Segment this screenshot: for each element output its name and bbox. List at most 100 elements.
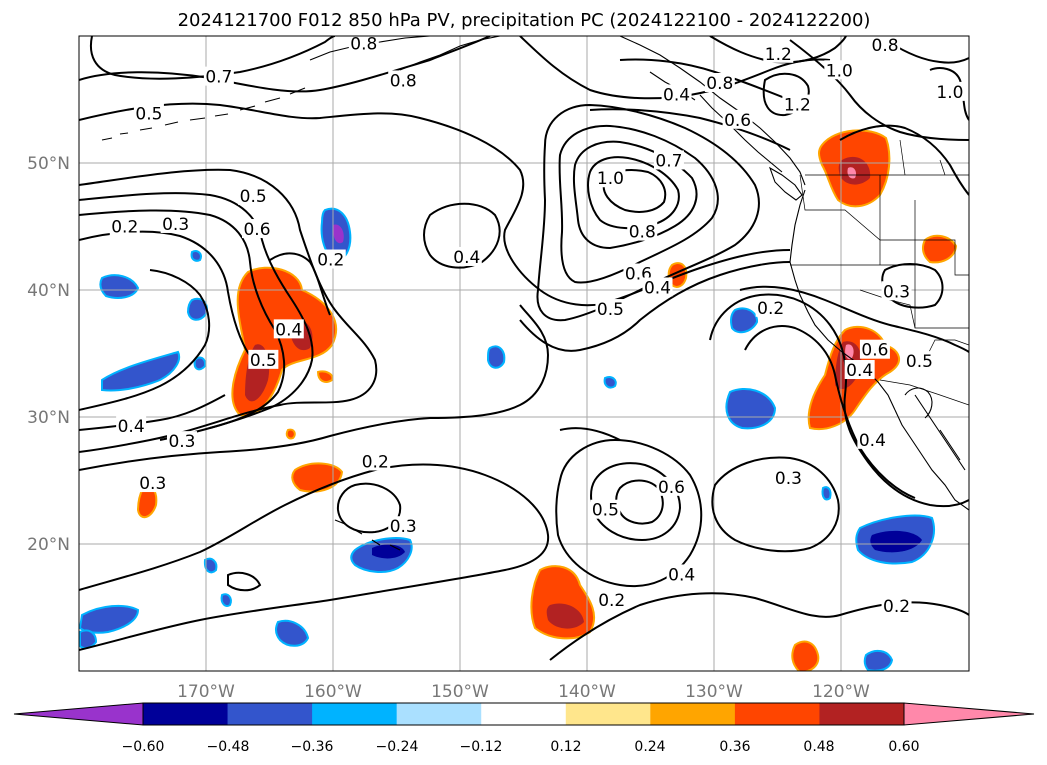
pv-contour bbox=[619, 58, 791, 101]
contour-label-background bbox=[755, 297, 786, 317]
contour-label: 1.0 bbox=[826, 61, 853, 81]
precip-blob-pnw-pink bbox=[847, 167, 857, 179]
colorbar-segment bbox=[143, 703, 229, 725]
pv-contour bbox=[839, 124, 969, 196]
contour-label-background bbox=[859, 339, 890, 359]
coastline-aleutians bbox=[101, 87, 306, 141]
contour-label-background bbox=[360, 451, 391, 471]
colorbar-segment bbox=[227, 703, 313, 725]
contour-label: 0.3 bbox=[883, 282, 910, 302]
precip-blob-mid-a bbox=[667, 262, 688, 288]
precip-neg-blob-east-4 bbox=[863, 649, 894, 671]
precip-neg-blob-small-2 bbox=[190, 250, 202, 262]
contour-label-background bbox=[666, 564, 697, 584]
contour-label: 1.2 bbox=[784, 96, 811, 116]
pv-contour bbox=[536, 103, 760, 322]
contour-label: 1.2 bbox=[765, 45, 792, 65]
contour-label: 0.8 bbox=[350, 35, 377, 55]
lat-tick-label: 30°N bbox=[27, 408, 70, 428]
contour-label-background bbox=[388, 70, 419, 90]
pv-contour bbox=[79, 269, 211, 411]
colorbar-segment bbox=[565, 703, 651, 725]
contour-label-background bbox=[934, 81, 965, 101]
precip-neg-blob-west-south bbox=[101, 350, 180, 392]
contour-label: 0.4 bbox=[663, 85, 690, 105]
pv-contour bbox=[589, 108, 791, 151]
lon-tick-label: 160°W bbox=[304, 682, 362, 702]
precip-neg-blob-sw-5 bbox=[203, 557, 218, 574]
contour-label: 0.4 bbox=[118, 417, 145, 437]
coastline-gulf-california bbox=[904, 387, 961, 461]
pv-contour bbox=[929, 67, 969, 121]
contour-label-background bbox=[642, 277, 673, 297]
precip-neg-blob-sw-4 bbox=[220, 593, 232, 607]
contour-label-background bbox=[595, 299, 626, 319]
contour-label-background bbox=[627, 221, 658, 241]
colorbar-max-extension bbox=[904, 703, 1034, 725]
lon-tick-label: 130°W bbox=[685, 682, 743, 702]
contour-label-background bbox=[109, 216, 140, 236]
border-canada-provinces bbox=[899, 139, 946, 176]
contour-label-background bbox=[870, 36, 901, 54]
lat-tick-label: 50°N bbox=[27, 154, 70, 174]
contour-label-background bbox=[116, 415, 147, 435]
gridlines bbox=[79, 36, 969, 671]
contour-label-background bbox=[881, 281, 912, 301]
contour-label-background bbox=[238, 186, 269, 206]
pv-contour bbox=[744, 325, 916, 499]
contour-label: 0.6 bbox=[658, 478, 685, 498]
pv-contour bbox=[79, 304, 550, 471]
lon-tick-label: 150°W bbox=[431, 682, 489, 702]
contour-label-background bbox=[653, 150, 684, 170]
coastline-alaska-panhandle bbox=[619, 36, 806, 186]
colorbar-tick-label: −0.60 bbox=[122, 739, 165, 755]
contour-label-background bbox=[596, 589, 627, 609]
precip-blob-dot-a bbox=[285, 428, 296, 440]
border-states-3 bbox=[799, 174, 969, 276]
contour-label: 0.2 bbox=[598, 591, 625, 611]
pv-contour bbox=[79, 463, 550, 651]
contour-label-background bbox=[273, 319, 304, 339]
contour-label-background bbox=[857, 429, 888, 449]
contour-label: 0.3 bbox=[775, 469, 802, 489]
colorbar: −0.60 −0.48 −0.36 −0.24 −0.12 0.12 0.24 … bbox=[13, 702, 1035, 755]
lon-tick-label: 140°W bbox=[558, 682, 616, 702]
precip-neg-blob-sw-2 bbox=[79, 629, 98, 650]
pv-contour bbox=[559, 427, 621, 441]
coastline-baja bbox=[894, 394, 969, 511]
contour-label-background bbox=[137, 473, 168, 493]
contour-label: 0.4 bbox=[453, 248, 480, 268]
contour-label: 0.3 bbox=[390, 517, 417, 537]
contour-label-background bbox=[595, 168, 626, 188]
pv-contour bbox=[336, 482, 402, 534]
contour-label: 0.6 bbox=[724, 111, 751, 131]
pv-contour bbox=[587, 156, 680, 230]
coastlines bbox=[101, 36, 969, 551]
precip-neg-blob-small-3 bbox=[193, 356, 207, 371]
figure-title: 2024121700 F012 850 hPa PV, precipitatio… bbox=[178, 10, 871, 31]
colorbar-segment bbox=[312, 703, 398, 725]
precip-neg-blob-east-2 bbox=[730, 307, 759, 334]
contour-label-background bbox=[782, 94, 813, 114]
longitude-axis: 170°W 160°W 150°W 140°W 130°W 120°W bbox=[177, 682, 870, 702]
contour-label-background bbox=[773, 467, 804, 487]
pv-contour bbox=[709, 293, 969, 508]
lat-tick-label: 20°N bbox=[27, 535, 70, 555]
pv-contour bbox=[739, 285, 969, 353]
precip-blob-small-a bbox=[316, 370, 334, 383]
lon-tick-label: 120°W bbox=[812, 682, 870, 702]
contour-label: 0.7 bbox=[205, 68, 232, 88]
contour-label: 1.0 bbox=[597, 169, 624, 189]
contour-label-background bbox=[203, 66, 234, 86]
contour-label-background bbox=[348, 36, 379, 53]
contour-label-background bbox=[590, 499, 621, 519]
contour-label: 0.5 bbox=[597, 300, 624, 320]
contour-label: 0.4 bbox=[644, 278, 671, 298]
precip-neg-blob-west bbox=[99, 274, 140, 299]
contour-label-background bbox=[722, 109, 753, 129]
colorbar-segment bbox=[734, 703, 820, 725]
precip-neg-blob-east-1 bbox=[725, 388, 777, 430]
pv-contour bbox=[602, 169, 667, 213]
precip-neg-blob-mid-2 bbox=[603, 376, 617, 389]
latitude-axis: 50°N 40°N 30°N 20°N bbox=[27, 154, 70, 555]
